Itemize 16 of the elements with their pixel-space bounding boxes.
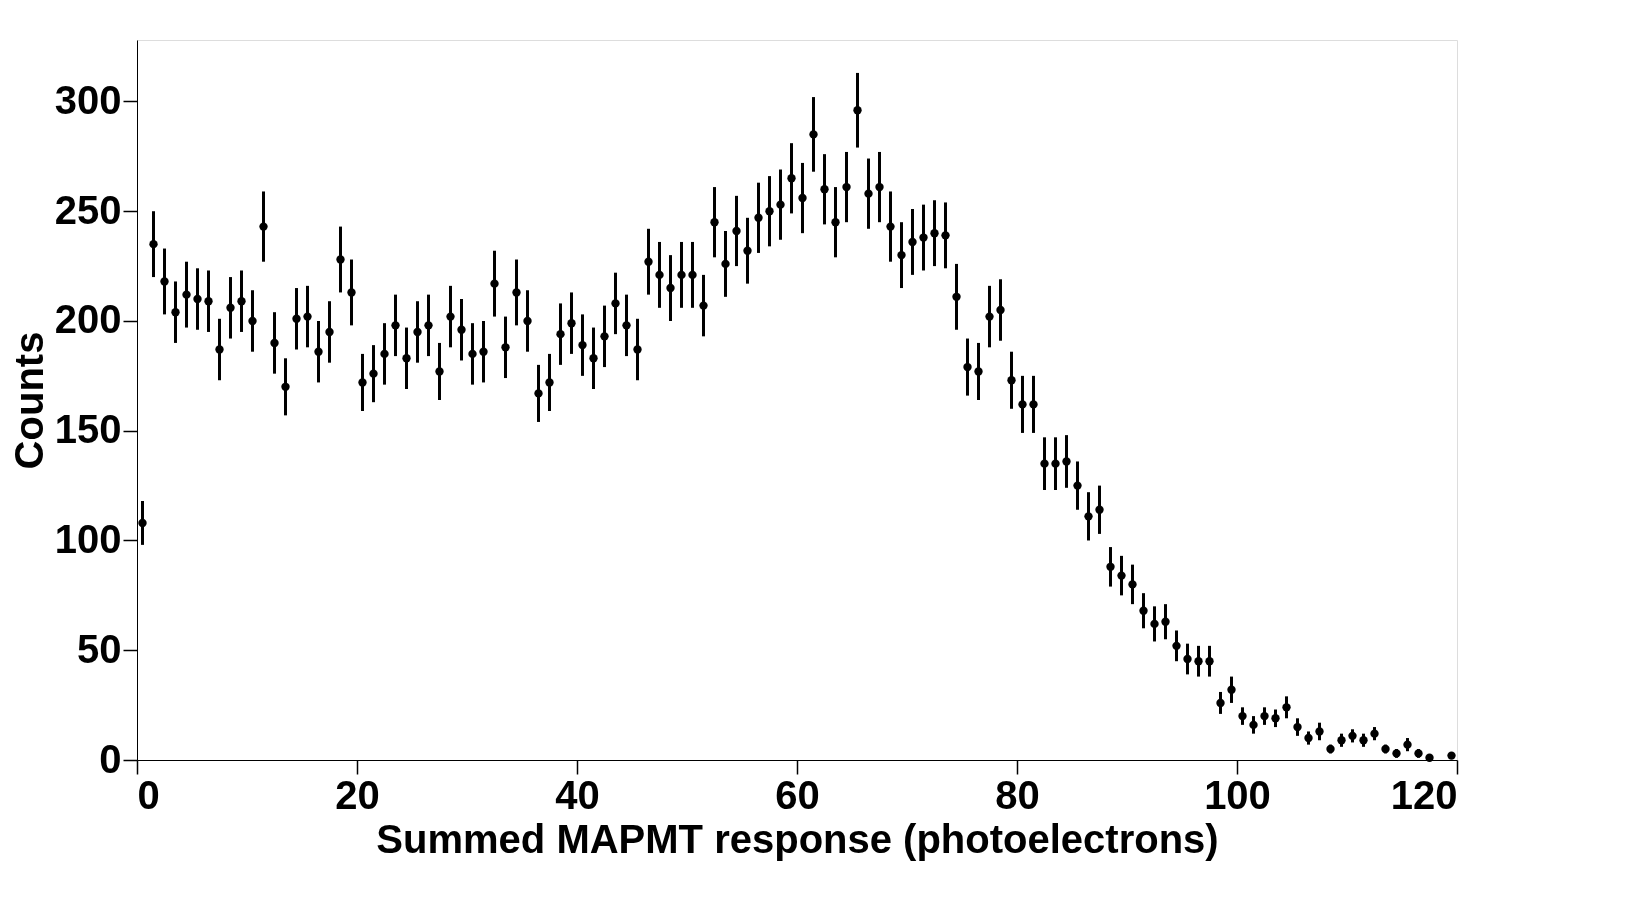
y-tick-label: 300 xyxy=(54,77,122,122)
x-tick-label: 40 xyxy=(555,772,600,817)
x-tick-label: 120 xyxy=(1390,772,1458,817)
y-tick-label: 150 xyxy=(54,407,122,452)
y-tick-label: 250 xyxy=(54,187,122,232)
x-tick-label: 60 xyxy=(775,772,820,817)
x-tick-label: 80 xyxy=(995,772,1040,817)
x-axis-title: Summed MAPMT response (photoelectrons) xyxy=(376,816,1219,861)
x-tick-label: 20 xyxy=(335,772,380,817)
y-axis-title: Counts xyxy=(6,331,51,470)
y-tick-label: 0 xyxy=(99,736,122,781)
x-tick-label: 100 xyxy=(1204,772,1271,817)
y-tick-label: 200 xyxy=(54,297,122,342)
y-tick-label: 50 xyxy=(77,626,122,671)
x-tick-label: 0 xyxy=(137,772,160,817)
y-tick-label: 100 xyxy=(54,516,122,561)
